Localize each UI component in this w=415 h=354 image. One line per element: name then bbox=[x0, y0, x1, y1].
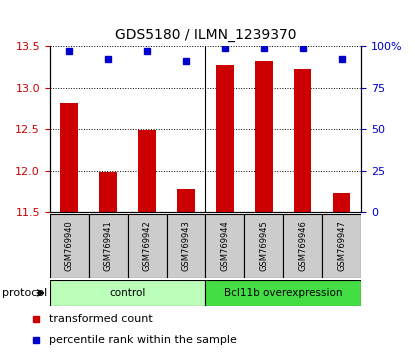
Text: protocol: protocol bbox=[2, 288, 47, 298]
Text: GSM769944: GSM769944 bbox=[220, 221, 229, 272]
Text: GSM769940: GSM769940 bbox=[65, 221, 74, 272]
Bar bbox=[283, 214, 322, 278]
Text: GSM769942: GSM769942 bbox=[143, 221, 151, 272]
Bar bbox=[138, 130, 156, 212]
Bar bbox=[177, 189, 195, 212]
Bar bbox=[205, 214, 244, 278]
Title: GDS5180 / ILMN_1239370: GDS5180 / ILMN_1239370 bbox=[115, 28, 296, 42]
Text: percentile rank within the sample: percentile rank within the sample bbox=[49, 335, 237, 345]
Text: transformed count: transformed count bbox=[49, 314, 153, 324]
Text: GSM769946: GSM769946 bbox=[298, 221, 307, 272]
Bar bbox=[205, 280, 361, 306]
Bar bbox=[322, 214, 361, 278]
Bar bbox=[294, 69, 311, 212]
Bar bbox=[244, 214, 283, 278]
Bar bbox=[50, 280, 205, 306]
Bar bbox=[128, 214, 166, 278]
Text: GSM769947: GSM769947 bbox=[337, 221, 346, 272]
Bar bbox=[50, 214, 89, 278]
Text: GSM769945: GSM769945 bbox=[259, 221, 268, 272]
Bar bbox=[216, 65, 234, 212]
Bar bbox=[255, 61, 273, 212]
Text: GSM769943: GSM769943 bbox=[181, 221, 190, 272]
Bar bbox=[61, 103, 78, 212]
Text: control: control bbox=[110, 288, 146, 298]
Bar bbox=[100, 172, 117, 212]
Bar bbox=[89, 214, 128, 278]
Bar bbox=[333, 193, 350, 212]
Text: Bcl11b overexpression: Bcl11b overexpression bbox=[224, 288, 342, 298]
Bar bbox=[166, 214, 205, 278]
Text: GSM769941: GSM769941 bbox=[104, 221, 112, 272]
